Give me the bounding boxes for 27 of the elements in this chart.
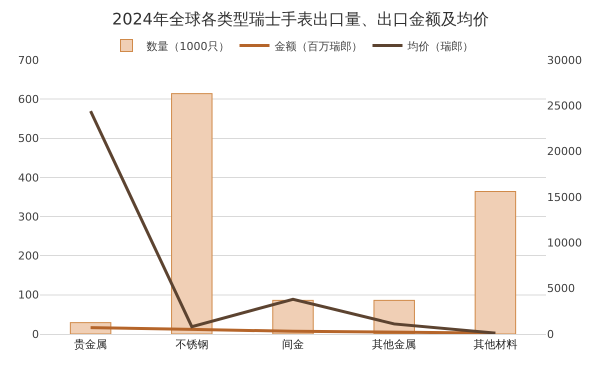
y2-tick-label: 10000	[547, 236, 582, 250]
legend-label: 均价（瑞郎）	[406, 40, 474, 53]
x-tick-label: 贵金属	[74, 338, 108, 352]
bar	[474, 191, 516, 334]
y-tick-label: 700	[18, 54, 39, 67]
y2-tick-label: 20000	[547, 145, 582, 158]
legend-label: 数量（1000只）	[146, 40, 230, 53]
y2-tick-label: 5000	[547, 282, 575, 296]
x-tick-label: 不锈钢	[175, 338, 208, 352]
line-series	[89, 110, 497, 334]
y2-tick-label: 0	[547, 328, 554, 341]
y-tick-label: 200	[18, 250, 39, 263]
y2-tick-label: 25000	[547, 100, 582, 113]
y-tick-label: 500	[18, 132, 39, 146]
y-tick-label: 600	[18, 92, 39, 106]
x-tick-label: 其他材料	[473, 338, 518, 352]
y-tick-label: 400	[18, 171, 39, 184]
x-tick-label: 其他金属	[372, 338, 416, 352]
y2-tick-label: 30000	[547, 54, 582, 67]
legend-label: 金额（百万瑞郎）	[274, 40, 362, 53]
y-tick-label: 300	[18, 210, 39, 224]
y-tick-label: 100	[18, 288, 39, 302]
x-tick-label: 间金	[282, 338, 304, 352]
y-tick-label: 0	[32, 328, 39, 341]
y2-tick-label: 15000	[547, 190, 582, 204]
bar	[171, 93, 213, 334]
chart-title: 2024年全球各类型瑞士手表出口量、出口金额及均价	[112, 9, 489, 28]
